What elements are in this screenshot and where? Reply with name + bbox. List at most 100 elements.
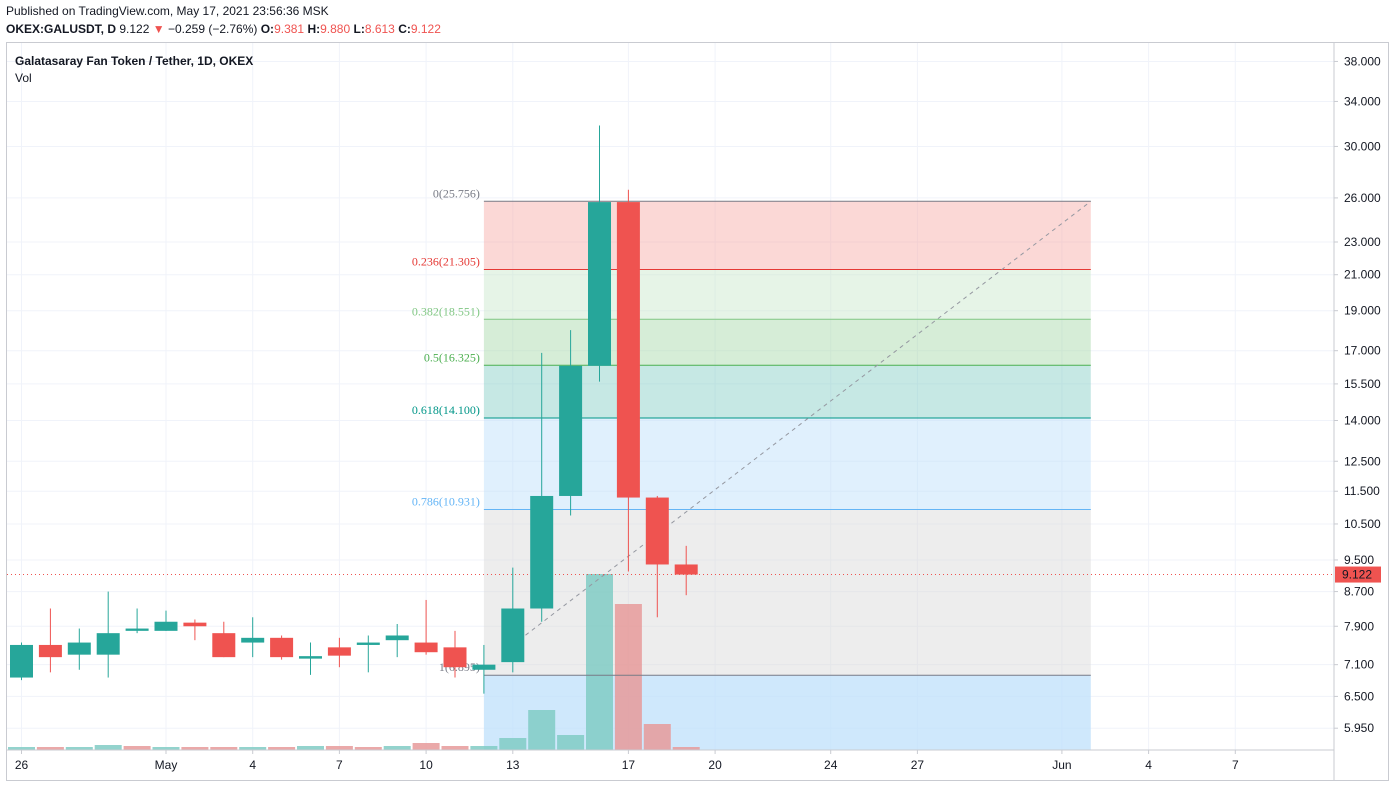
last-price-badge-label: 9.122 xyxy=(1342,568,1372,582)
candle-body-0 xyxy=(10,644,33,678)
low-value: 8.613 xyxy=(364,22,395,36)
time-tick-label-1: May xyxy=(155,758,178,772)
last-price: 9.122 xyxy=(119,22,150,36)
time-tick-label-4: 10 xyxy=(419,758,433,772)
time-tick-label-9: 27 xyxy=(911,758,925,772)
chart-frame xyxy=(6,42,1389,781)
volume-bar-19 xyxy=(557,735,585,750)
volume-bar-17 xyxy=(499,738,527,750)
change-value: −0.259 (−2.76%) xyxy=(167,22,258,36)
candle-body-20 xyxy=(588,202,611,366)
candle-body-4 xyxy=(125,628,149,631)
price-tick-label-17: 6.500 xyxy=(1344,689,1374,703)
time-tick-label-6: 17 xyxy=(622,758,636,772)
candle-body-22 xyxy=(645,497,669,565)
candle-body-6 xyxy=(183,622,207,627)
volume-bar-6 xyxy=(181,747,209,750)
price-tick-label-2: 30.000 xyxy=(1344,139,1381,153)
published-line: Published on TradingView.com, May 17, 20… xyxy=(6,4,329,18)
volume-bar-15 xyxy=(441,746,469,750)
volume-bar-13 xyxy=(383,746,411,750)
close-label: C: xyxy=(398,22,411,36)
candle-body-18 xyxy=(530,495,554,609)
volume-bar-16 xyxy=(470,746,498,750)
legend-vol: Vol xyxy=(15,71,32,85)
time-tick-label-2: 4 xyxy=(249,758,256,772)
fib-zone-6 xyxy=(483,675,1091,750)
fib-trend-line xyxy=(512,200,1092,646)
fib-label-4: 0.618(14.100) xyxy=(412,403,480,417)
fib-zone-3 xyxy=(483,365,1091,418)
volume-bar-12 xyxy=(354,747,382,750)
price-tick-label-7: 17.000 xyxy=(1344,344,1381,358)
low-label: L: xyxy=(353,22,365,36)
last-price-badge xyxy=(1335,566,1381,583)
time-tick-label-5: 13 xyxy=(506,758,520,772)
price-tick-label-18: 5.950 xyxy=(1344,721,1374,735)
price-tick-label-3: 26.000 xyxy=(1344,191,1381,205)
price-tick-label-6: 19.000 xyxy=(1344,304,1381,318)
candle-body-1 xyxy=(38,644,62,658)
volume-bar-9 xyxy=(268,747,296,750)
price-tick-label-8: 15.500 xyxy=(1344,377,1381,391)
price-tick-label-9: 14.000 xyxy=(1344,414,1381,428)
candle-body-15 xyxy=(443,647,467,668)
chart-legend: Galatasaray Fan Token / Tether, 1D, OKEX… xyxy=(15,53,253,87)
fib-label-2: 0.382(18.551) xyxy=(412,304,480,318)
fib-zone-0 xyxy=(483,201,1091,270)
volume-bar-22 xyxy=(643,724,671,750)
symbol-label: OKEX:GALUSDT, D xyxy=(6,22,117,36)
time-tick-label-7: 20 xyxy=(708,758,722,772)
candle-body-17 xyxy=(501,608,525,663)
candle-body-11 xyxy=(327,647,351,656)
time-tick-label-3: 7 xyxy=(336,758,343,772)
fib-label-0: 0(25.756) xyxy=(433,186,480,200)
candle-body-10 xyxy=(299,656,322,659)
candle-body-16 xyxy=(472,664,496,670)
volume-bar-23 xyxy=(672,747,700,750)
volume-bar-0 xyxy=(8,747,35,750)
fib-label-3: 0.5(16.325) xyxy=(424,350,480,364)
time-tick-label-10: Jun xyxy=(1052,758,1071,772)
price-tick-label-16: 7.100 xyxy=(1344,658,1374,672)
candle-body-12 xyxy=(356,642,380,645)
volume-bar-4 xyxy=(123,746,151,750)
time-tick-label-12: 7 xyxy=(1232,758,1239,772)
open-label: O: xyxy=(260,22,275,36)
volume-bar-11 xyxy=(325,746,353,750)
price-tick-label-11: 11.500 xyxy=(1344,484,1380,498)
time-tick-label-8: 24 xyxy=(824,758,838,772)
price-tick-label-1: 34.000 xyxy=(1344,94,1381,108)
volume-bar-2 xyxy=(65,747,93,750)
candle-body-19 xyxy=(559,365,583,496)
price-tick-label-5: 21.000 xyxy=(1344,268,1381,282)
open-value: 9.381 xyxy=(274,22,305,36)
price-tick-label-15: 7.900 xyxy=(1344,619,1374,633)
candle-body-5 xyxy=(154,621,178,631)
candle-body-2 xyxy=(67,642,91,655)
price-tick-label-0: 38.000 xyxy=(1344,54,1381,68)
volume-bar-3 xyxy=(94,745,122,750)
price-tick-label-4: 23.000 xyxy=(1344,235,1381,249)
candle-body-13 xyxy=(385,635,409,641)
volume-bar-18 xyxy=(528,710,556,750)
volume-bar-20 xyxy=(586,574,613,750)
fib-zone-2 xyxy=(483,319,1091,366)
candle-body-14 xyxy=(414,642,438,653)
candle-body-9 xyxy=(270,637,294,658)
volume-bar-8 xyxy=(239,747,267,750)
candle-body-8 xyxy=(241,637,265,643)
down-arrow-icon: ▼ xyxy=(152,22,165,36)
fib-zone-1 xyxy=(483,269,1091,320)
price-tick-label-10: 12.500 xyxy=(1344,454,1381,468)
volume-bar-1 xyxy=(36,747,64,750)
symbol-ohlc-line: OKEX:GALUSDT, D 9.122 ▼ −0.259 (−2.76%) … xyxy=(6,22,441,36)
high-value: 9.880 xyxy=(320,22,351,36)
high-label: H: xyxy=(307,22,321,36)
fib-label-1: 0.236(21.305) xyxy=(412,255,480,269)
time-tick-label-0: 26 xyxy=(15,758,29,772)
fib-zone-5 xyxy=(483,509,1091,676)
volume-bar-21 xyxy=(614,604,642,750)
volume-bar-7 xyxy=(210,747,238,750)
